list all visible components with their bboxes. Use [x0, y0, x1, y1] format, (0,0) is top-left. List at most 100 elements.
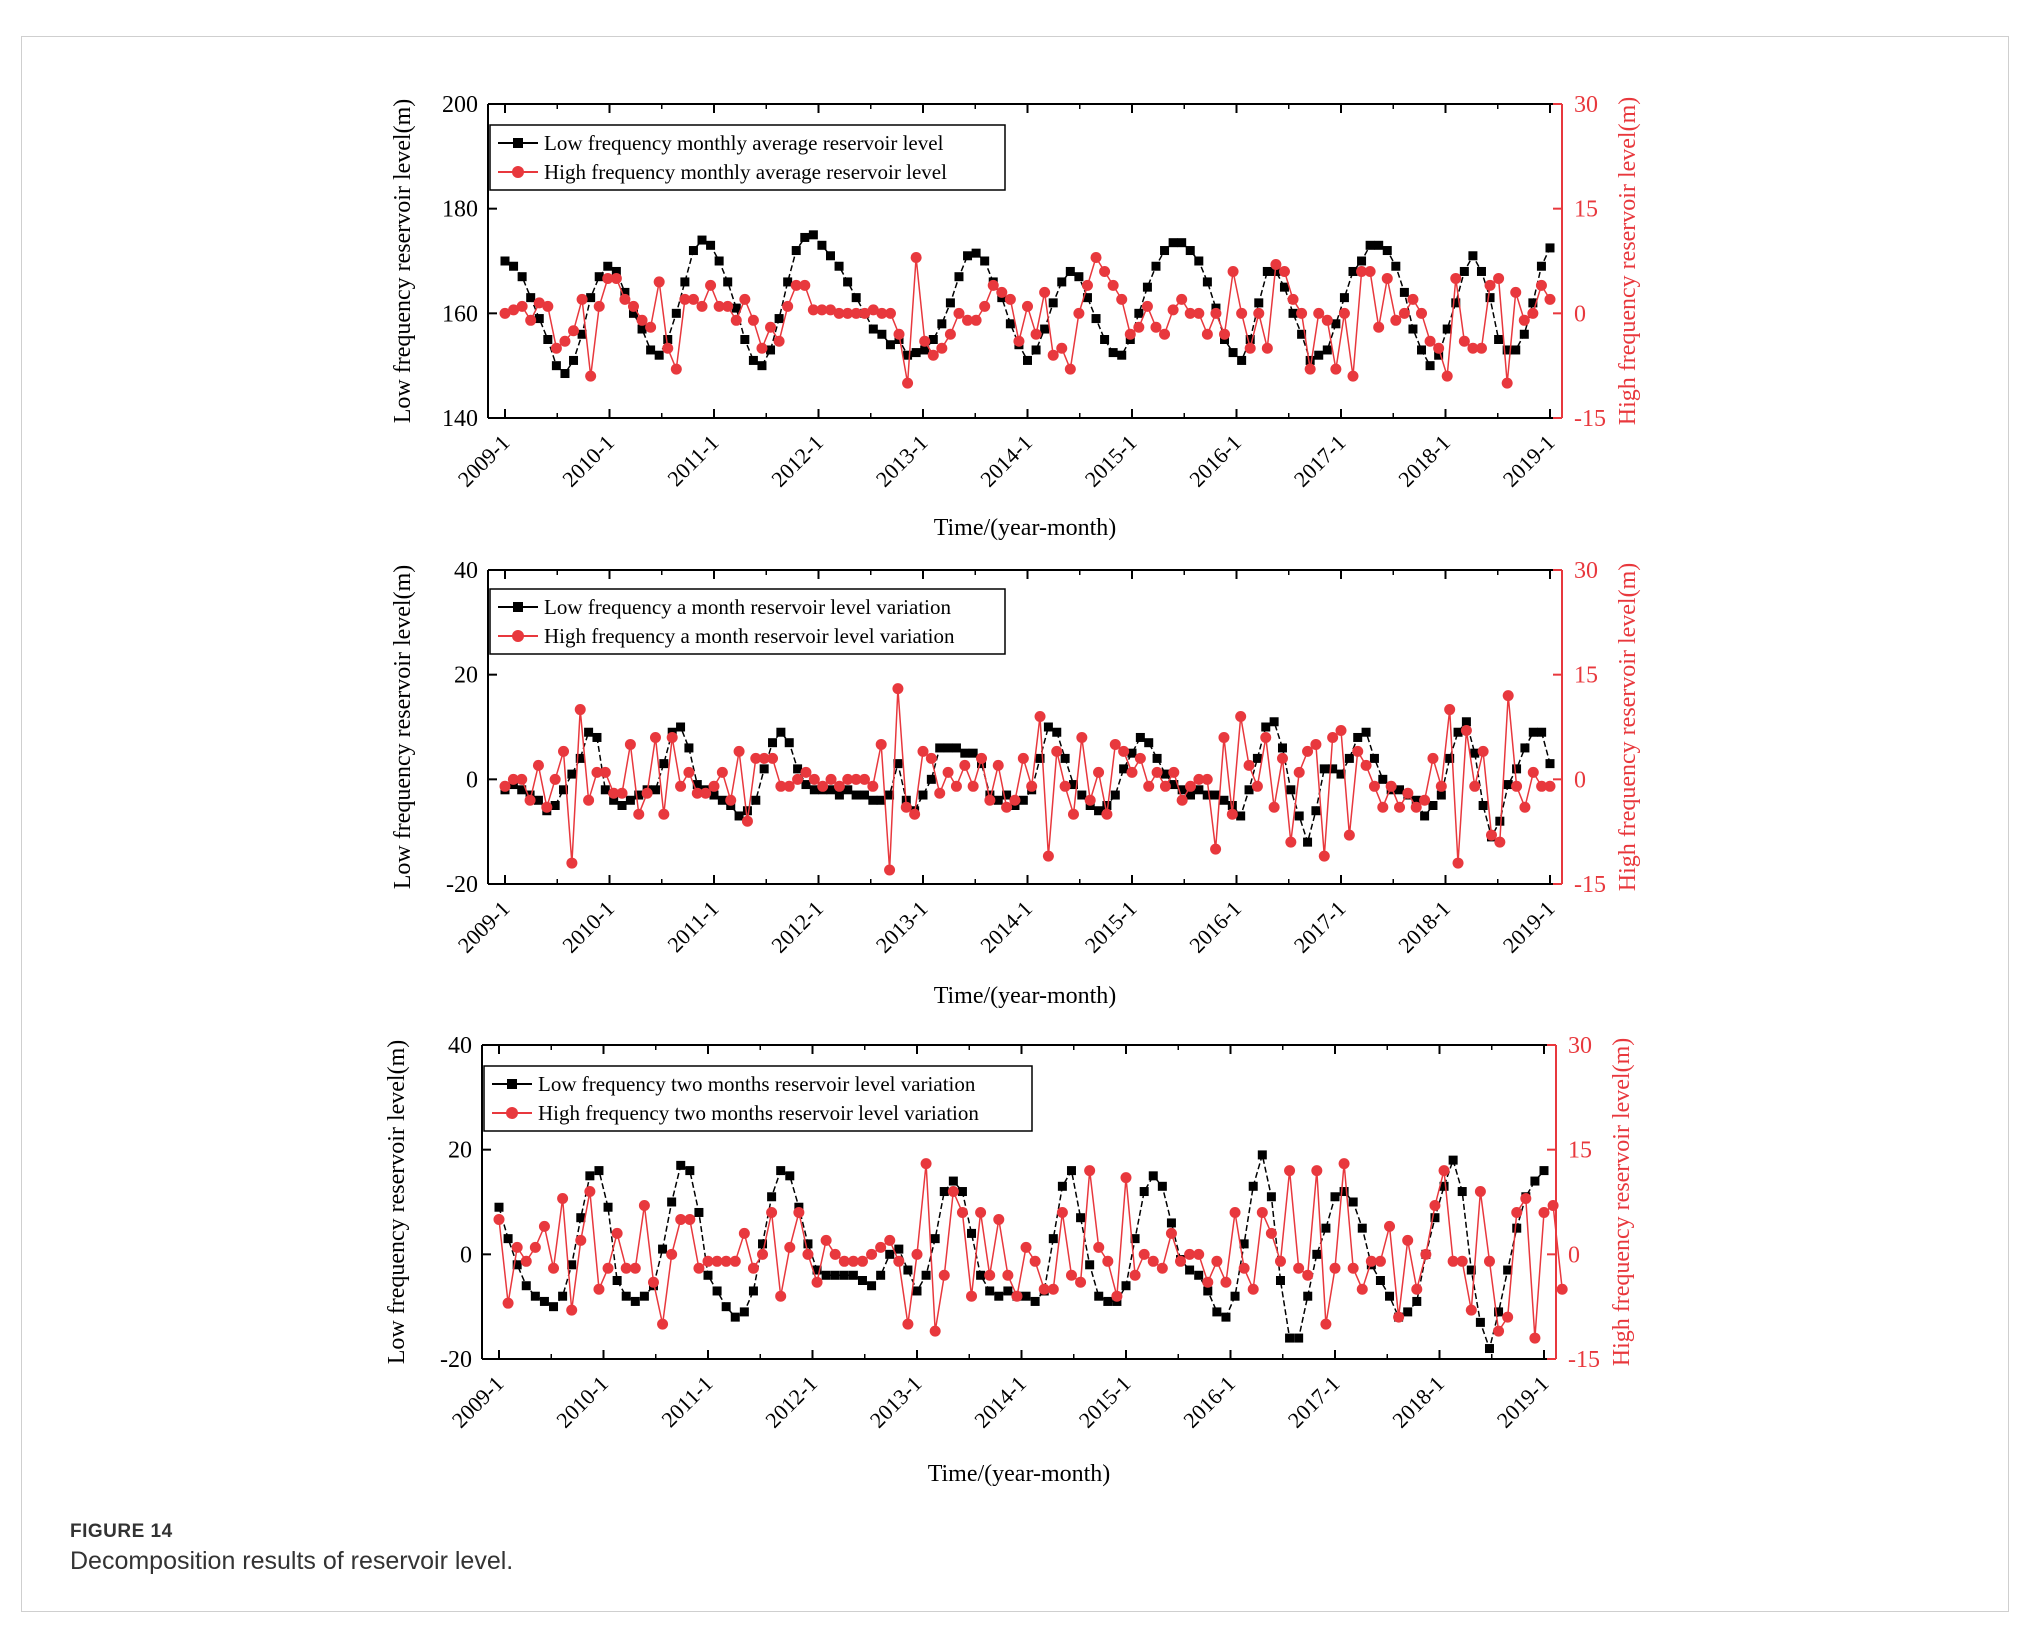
high-frequency-point	[729, 1255, 741, 1267]
high-frequency-point	[557, 1193, 569, 1205]
high-frequency-point	[1338, 307, 1350, 319]
low-frequency-point	[963, 251, 973, 261]
high-frequency-point	[691, 787, 703, 799]
x-tick-label: 2010-1	[551, 1371, 613, 1433]
high-frequency-point	[1084, 794, 1096, 806]
low-frequency-point	[1237, 355, 1247, 365]
high-frequency-point	[838, 1255, 850, 1267]
x-tick-label: 2016-1	[1178, 1371, 1240, 1433]
low-frequency-point	[658, 1244, 668, 1254]
low-frequency-point	[826, 785, 836, 795]
low-frequency-point	[1035, 753, 1045, 763]
high-frequency-point	[616, 787, 628, 799]
low-frequency-point	[1294, 1333, 1304, 1343]
low-frequency-point	[776, 1166, 786, 1176]
high-frequency-point	[1184, 1248, 1196, 1260]
high-frequency-point	[599, 766, 611, 778]
low-frequency-point	[748, 1286, 758, 1296]
high-frequency-point	[741, 815, 753, 827]
low-frequency-point	[1194, 785, 1204, 795]
low-frequency-point	[1245, 335, 1255, 344]
x-tick-label: 2013-1	[865, 1371, 927, 1433]
x-tick-label: 2015-1	[1080, 430, 1142, 492]
right-tick-label: 30	[1574, 92, 1598, 118]
low-frequency-point	[567, 769, 577, 779]
low-frequency-point	[1417, 345, 1427, 355]
low-frequency-point	[783, 277, 793, 287]
high-frequency-point	[829, 1248, 841, 1260]
high-frequency-point	[1410, 801, 1422, 813]
high-frequency-point	[1529, 1332, 1541, 1344]
high-frequency-point	[1047, 1283, 1059, 1295]
x-tick-label: 2010-1	[557, 430, 619, 492]
high-frequency-point	[966, 1290, 978, 1302]
low-frequency-point	[1395, 785, 1405, 795]
high-frequency-point	[911, 1248, 923, 1260]
high-frequency-point	[775, 780, 787, 792]
low-frequency-point	[920, 345, 930, 355]
low-frequency-point	[530, 1291, 540, 1301]
low-frequency-point	[903, 350, 913, 360]
low-frequency-point	[1425, 361, 1435, 371]
low-frequency-point	[1288, 308, 1298, 318]
y-axis-right-title: High frequency reservoir level(m)	[1615, 563, 1641, 892]
low-frequency-point	[569, 355, 579, 365]
right-tick-label: -15	[1568, 1347, 1600, 1373]
high-frequency-point	[962, 314, 974, 326]
high-frequency-point	[767, 752, 779, 764]
high-frequency-point	[783, 780, 795, 792]
low-frequency-point	[517, 785, 527, 795]
low-frequency-point	[1428, 801, 1438, 810]
high-frequency-point	[1011, 1290, 1023, 1302]
high-frequency-point	[1427, 752, 1439, 764]
high-frequency-point	[1330, 363, 1342, 375]
low-frequency-point	[1194, 256, 1204, 266]
high-frequency-point	[1302, 1269, 1314, 1281]
high-frequency-point	[1511, 1206, 1523, 1218]
low-frequency-point	[1475, 1317, 1485, 1327]
low-frequency-point	[1348, 266, 1358, 276]
x-tick-label: 2014-1	[975, 430, 1037, 492]
high-frequency-point	[1236, 307, 1248, 319]
low-frequency-point	[1023, 355, 1032, 365]
high-frequency-point	[1124, 328, 1136, 340]
low-frequency-point	[809, 785, 819, 795]
high-frequency-point	[1381, 272, 1393, 284]
low-frequency-point	[584, 727, 594, 737]
low-frequency-point	[1365, 240, 1375, 250]
high-frequency-point	[620, 1262, 632, 1274]
high-frequency-point	[775, 1290, 787, 1302]
x-tick-label: 2017-1	[1289, 896, 1351, 958]
high-frequency-point	[1394, 801, 1406, 813]
low-frequency-point	[1457, 1187, 1467, 1197]
low-frequency-point	[1194, 1270, 1204, 1280]
low-frequency-point	[692, 780, 702, 790]
high-frequency-point	[959, 759, 971, 771]
high-frequency-point	[541, 801, 553, 813]
low-frequency-point	[1168, 238, 1178, 248]
high-frequency-point	[792, 773, 804, 785]
high-frequency-point	[793, 1206, 805, 1218]
x-tick-label: 2014-1	[969, 1371, 1031, 1433]
high-frequency-point	[1022, 300, 1033, 312]
high-frequency-line	[498, 1163, 1563, 1339]
high-frequency-point	[1493, 1325, 1505, 1337]
x-tick-label: 2012-1	[760, 1371, 822, 1433]
high-frequency-point	[766, 1206, 778, 1218]
high-frequency-point	[593, 1283, 605, 1295]
high-frequency-point	[902, 1318, 914, 1330]
high-frequency-point	[1039, 286, 1051, 298]
high-frequency-point	[1065, 1269, 1077, 1281]
high-frequency-point	[956, 1206, 968, 1218]
high-frequency-point	[833, 307, 845, 319]
high-frequency-point	[1547, 1199, 1559, 1211]
high-frequency-point	[1260, 731, 1272, 743]
high-frequency-point	[593, 300, 605, 312]
legend-marker	[513, 138, 523, 148]
low-frequency-point	[1468, 251, 1478, 261]
low-frequency-point	[1060, 753, 1070, 763]
high-frequency-point	[1444, 704, 1456, 716]
x-tick-label: 2016-1	[1184, 896, 1246, 958]
low-frequency-point	[697, 235, 707, 245]
low-frequency-point	[1357, 256, 1367, 266]
